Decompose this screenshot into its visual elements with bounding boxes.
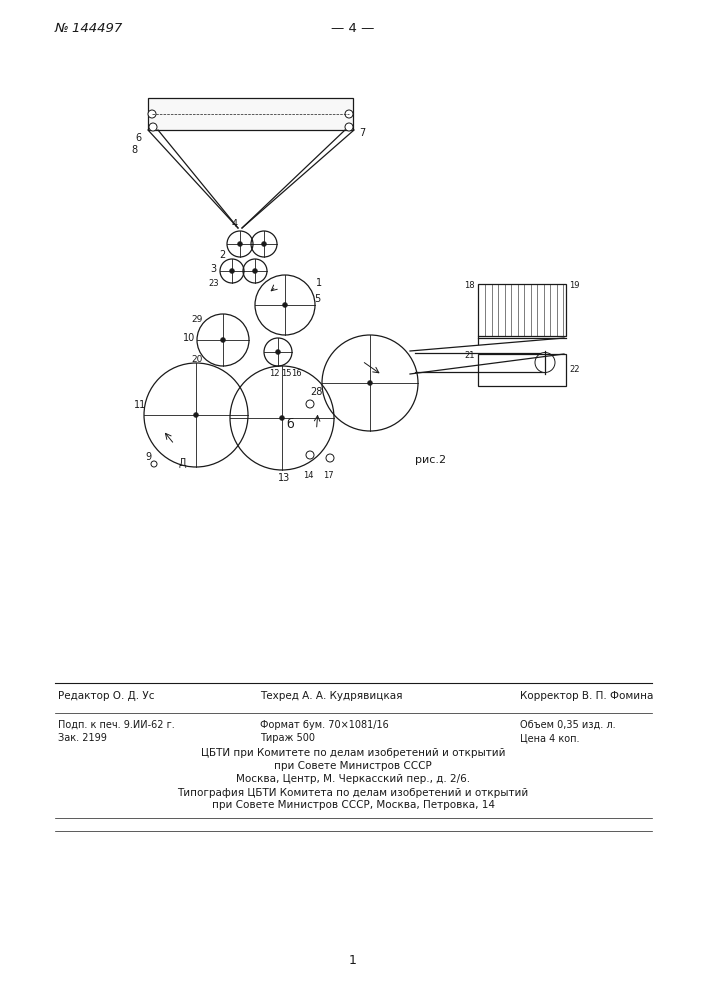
Text: 22: 22 [569,365,580,374]
Text: Зак. 2199: Зак. 2199 [58,733,107,743]
Circle shape [326,454,334,462]
Text: 13: 13 [278,473,290,483]
Bar [148,98,353,130]
Text: Объем 0,35 изд. л.: Объем 0,35 изд. л. [520,720,616,730]
Circle shape [368,380,373,385]
Text: 2: 2 [219,250,225,260]
Text: № 144497: № 144497 [55,21,123,34]
Text: 15: 15 [281,369,291,378]
Circle shape [306,400,314,408]
Text: 10: 10 [183,333,195,343]
Circle shape [535,353,555,372]
Text: 20: 20 [192,356,203,364]
Text: 7: 7 [359,128,365,138]
Text: 16: 16 [291,369,301,378]
Text: Формат бум. 70×1081/16: Формат бум. 70×1081/16 [260,720,389,730]
Circle shape [262,241,267,246]
Circle shape [221,338,226,342]
Text: 14: 14 [303,471,313,480]
Circle shape [345,123,353,131]
Text: ЦБТИ при Комитете по делам изобретений и открытий: ЦБТИ при Комитете по делам изобретений и… [201,748,506,758]
Text: Цена 4 коп.: Цена 4 коп. [520,733,580,743]
Text: 21: 21 [464,352,475,360]
Text: 19: 19 [569,282,580,290]
Text: 4: 4 [232,219,238,229]
Circle shape [252,268,257,273]
Circle shape [283,302,288,308]
Text: 29: 29 [192,316,203,324]
Text: Корректор В. П. Фомина: Корректор В. П. Фомина [520,691,653,701]
Circle shape [230,268,235,273]
Text: 5: 5 [314,294,320,304]
Text: 11: 11 [134,400,146,410]
Circle shape [279,416,284,420]
Text: Подп. к печ. 9.ИИ-62 г.: Подп. к печ. 9.ИИ-62 г. [58,720,175,730]
Text: при Совете Министров СССР, Москва, Петровка, 14: при Совете Министров СССР, Москва, Петро… [211,800,494,810]
Circle shape [306,451,314,459]
Circle shape [149,123,157,131]
Text: 23: 23 [209,279,219,288]
Text: 6: 6 [135,133,141,143]
Text: при Совете Министров СССР: при Совете Министров СССР [274,761,432,771]
Text: 8: 8 [131,145,137,155]
Circle shape [194,412,199,418]
Text: 12: 12 [269,369,279,378]
Circle shape [345,110,353,118]
Bar [478,354,566,386]
Text: 28: 28 [310,387,322,397]
Circle shape [151,461,157,467]
Text: Типография ЦБТИ Комитета по делам изобретений и открытий: Типография ЦБТИ Комитета по делам изобре… [177,788,529,798]
Text: 9: 9 [145,452,151,462]
Text: 17: 17 [322,471,333,480]
Text: 3: 3 [210,264,216,274]
Text: 1: 1 [316,278,322,288]
Circle shape [148,110,156,118]
Bar [478,284,566,336]
Text: Тираж 500: Тираж 500 [260,733,315,743]
Text: Техред А. А. Кудрявицкая: Техред А. А. Кудрявицкая [260,691,402,701]
Text: б: б [286,418,294,430]
Text: рис.2: рис.2 [415,455,446,465]
Text: 18: 18 [464,282,475,290]
Text: Редактор О. Д. Ус: Редактор О. Д. Ус [58,691,155,701]
Text: Москва, Центр, М. Черкасский пер., д. 2/6.: Москва, Центр, М. Черкасский пер., д. 2/… [236,774,470,784]
Circle shape [276,350,281,355]
Circle shape [238,241,243,246]
Text: — 4 —: — 4 — [332,21,375,34]
Text: 1: 1 [349,954,357,966]
Text: Д: Д [178,458,186,468]
